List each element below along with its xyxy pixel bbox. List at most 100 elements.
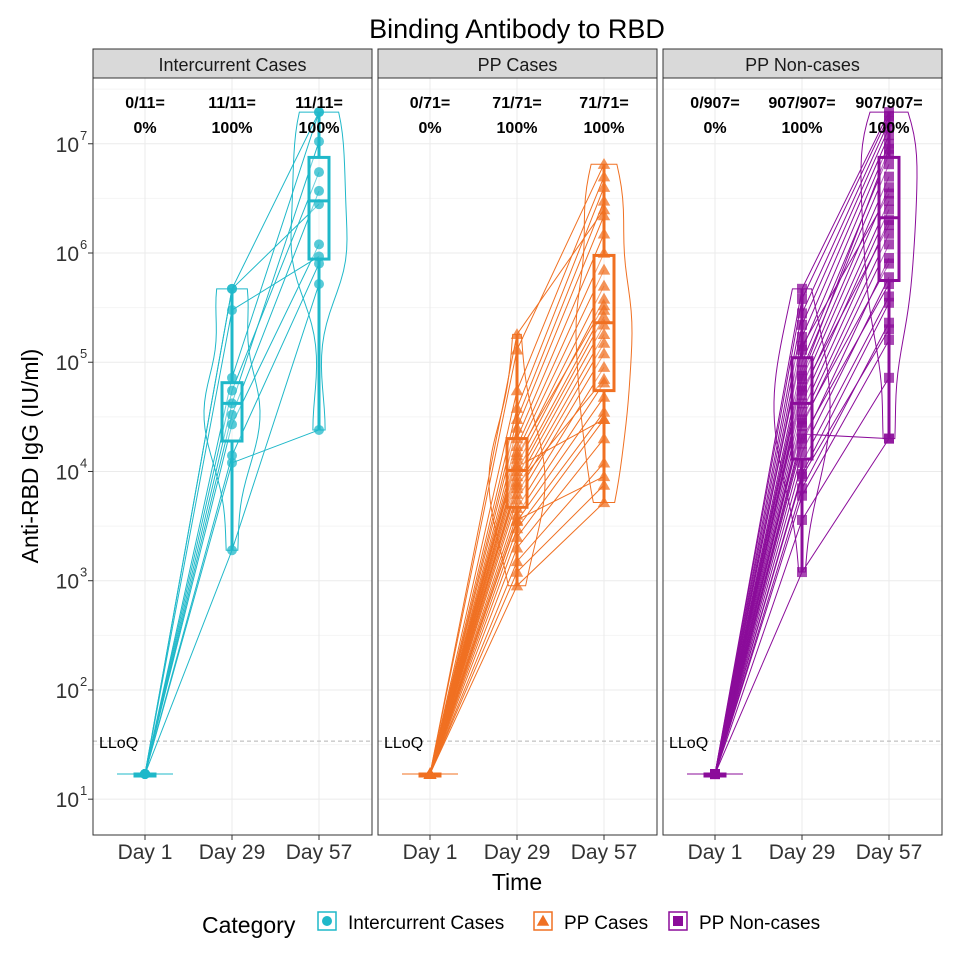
- legend-item: PP Non-cases: [668, 911, 820, 934]
- response-rate-pct: 100%: [869, 120, 910, 137]
- data-point: [884, 317, 894, 328]
- data-point: [227, 545, 237, 556]
- x-tick-label: Day 57: [571, 841, 638, 864]
- data-point: [884, 182, 894, 193]
- data-point: [510, 413, 524, 425]
- legend-label: PP Cases: [564, 913, 648, 934]
- y-tick-label: 10 1: [56, 783, 88, 812]
- y-tick-exponent: 1: [80, 783, 87, 798]
- y-tick-label: 10 6: [56, 237, 88, 266]
- violin-outline: [860, 111, 918, 440]
- data-point: [797, 293, 807, 304]
- data-point: [227, 457, 237, 468]
- data-point: [884, 433, 894, 444]
- data-point: [597, 390, 611, 402]
- data-point: [423, 767, 437, 779]
- data-point: [884, 279, 894, 290]
- x-tick-label: Day 1: [118, 841, 173, 864]
- data-point: [597, 328, 611, 340]
- data-point: [884, 372, 894, 383]
- data-point: [227, 283, 237, 294]
- y-tick-exponent: 2: [80, 674, 87, 689]
- data-point: [884, 204, 894, 215]
- legend-marker: [536, 914, 550, 926]
- data-point: [884, 220, 894, 231]
- response-rate-ratio: 0/907=: [690, 95, 739, 112]
- data-point: [884, 291, 894, 302]
- legend-item: Intercurrent Cases: [317, 911, 504, 934]
- y-tick-base: 10: [56, 243, 79, 266]
- y-tick-base: 10: [56, 571, 79, 594]
- y-tick-exponent: 3: [80, 565, 87, 580]
- data-point: [797, 341, 807, 352]
- response-rate-pct: 100%: [299, 120, 340, 137]
- data-point: [884, 149, 894, 160]
- data-point: [884, 188, 894, 199]
- data-point: [884, 159, 894, 170]
- response-rate-ratio: 907/907=: [768, 95, 835, 112]
- data-point: [597, 203, 611, 215]
- data-point: [510, 449, 524, 461]
- data-point: [510, 440, 524, 451]
- y-tick-label: 10 2: [56, 674, 88, 703]
- data-point: [227, 385, 237, 396]
- data-point: [510, 565, 524, 577]
- data-point: [227, 450, 237, 461]
- data-point: [510, 401, 524, 413]
- data-point: [797, 490, 807, 501]
- data-point: [884, 195, 894, 206]
- data-point: [797, 364, 807, 375]
- data-point: [884, 324, 894, 335]
- data-point: [227, 398, 237, 409]
- data-point: [597, 470, 611, 482]
- data-point: [510, 328, 524, 340]
- legend: Category Intercurrent Cases PP Cases PP Non…: [202, 911, 820, 938]
- y-tick-base: 10: [56, 680, 79, 703]
- data-point: [597, 432, 611, 444]
- data-point: [510, 478, 524, 490]
- response-rate-pct: 0%: [703, 120, 726, 137]
- data-point: [797, 398, 807, 409]
- chart-title: Binding Antibody to RBD: [369, 14, 665, 44]
- legend-label: PP Non-cases: [699, 913, 820, 934]
- lloq-label: LLoQ: [384, 735, 423, 752]
- data-point: [797, 433, 807, 444]
- violin-outline: [575, 163, 633, 503]
- data-point: [314, 136, 324, 147]
- violin-outline: [290, 111, 348, 431]
- data-point: [597, 292, 611, 304]
- data-point: [314, 239, 324, 250]
- x-tick-label: Day 1: [403, 841, 458, 864]
- violin-outline: [203, 288, 261, 551]
- response-rate-pct: 0%: [418, 120, 441, 137]
- data-point: [510, 343, 524, 355]
- y-tick-base: 10: [56, 461, 79, 484]
- data-point: [884, 107, 894, 118]
- data-point: [510, 502, 524, 514]
- y-tick-exponent: 4: [80, 455, 87, 470]
- response-rate-ratio: 71/71=: [492, 95, 541, 112]
- data-point: [510, 541, 524, 553]
- x-tick-label: Day 29: [484, 841, 551, 864]
- data-point: [227, 409, 237, 420]
- data-point: [797, 514, 807, 525]
- x-tick-label: Day 57: [856, 841, 923, 864]
- data-point: [797, 483, 807, 494]
- data-point: [797, 357, 807, 368]
- lloq-label: LLoQ: [99, 735, 138, 752]
- data-point: [510, 421, 524, 433]
- legend-label: Intercurrent Cases: [348, 913, 504, 934]
- data-point: [314, 258, 324, 269]
- data-point: [597, 310, 611, 322]
- data-point: [797, 332, 807, 343]
- data-point: [797, 385, 807, 396]
- data-point: [884, 334, 894, 345]
- data-point: [597, 405, 611, 417]
- data-point: [797, 407, 807, 418]
- data-point: [884, 130, 894, 141]
- data-point: [884, 228, 894, 239]
- data-point: [597, 478, 611, 490]
- response-rate-pct: 100%: [212, 120, 253, 137]
- legend-title: Category: [202, 912, 296, 938]
